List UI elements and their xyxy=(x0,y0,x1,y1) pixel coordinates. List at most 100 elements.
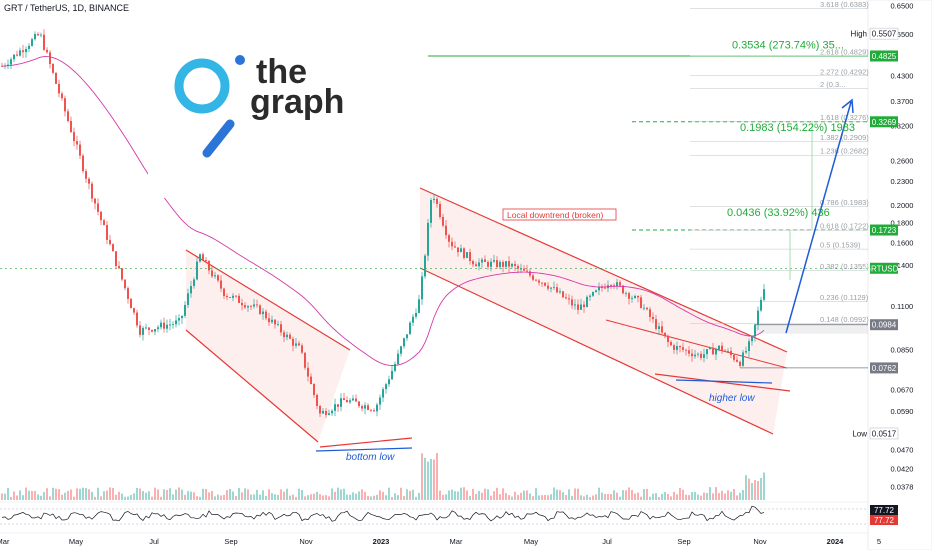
candle-body xyxy=(478,262,480,267)
candle-body xyxy=(550,287,552,289)
candle-body xyxy=(121,268,123,280)
volume-bar xyxy=(76,488,78,500)
candle-body xyxy=(664,332,666,337)
channel-left-top-line xyxy=(185,249,351,351)
candle-body xyxy=(388,379,390,385)
candle-body xyxy=(757,310,759,325)
volume-bar xyxy=(700,495,702,500)
candle-body xyxy=(55,72,57,84)
candle-body xyxy=(421,276,423,300)
volume-bar xyxy=(340,489,342,500)
volume-bar xyxy=(556,489,558,500)
volume-bar xyxy=(64,492,66,500)
candle-body xyxy=(745,350,747,353)
volume-bar xyxy=(718,493,720,500)
volume-bar xyxy=(469,495,471,500)
volume-bar xyxy=(352,492,354,500)
volume-group xyxy=(1,453,765,500)
candle-body xyxy=(256,304,258,306)
candle-body xyxy=(727,350,729,352)
candle-body xyxy=(220,280,222,289)
volume-bar xyxy=(40,495,42,500)
price-label-box-6 xyxy=(870,362,898,374)
volume-bar xyxy=(19,490,21,500)
candle-body xyxy=(661,326,663,333)
volume-bar xyxy=(310,494,312,500)
candles-group xyxy=(1,29,765,418)
candle-body xyxy=(214,275,216,277)
candle-body xyxy=(184,304,186,316)
volume-bar xyxy=(82,487,84,500)
volume-bar xyxy=(304,496,306,500)
volume-bar xyxy=(106,490,108,500)
volume-bar xyxy=(7,487,9,500)
candle-body xyxy=(364,405,366,409)
y-tick-7: 0.2000 xyxy=(891,201,914,210)
candle-body xyxy=(445,225,447,236)
volume-bar xyxy=(448,490,450,500)
volume-bar xyxy=(25,487,27,500)
candle-body xyxy=(370,409,372,411)
volume-bar xyxy=(73,496,75,500)
volume-bar xyxy=(418,492,420,500)
volume-bar xyxy=(526,490,528,500)
volume-bar xyxy=(154,487,156,500)
candle-body xyxy=(625,293,627,294)
candle-body xyxy=(460,248,462,253)
candle-body xyxy=(280,324,282,333)
candle-body xyxy=(352,398,354,401)
volume-bar xyxy=(580,495,582,500)
rsi-label-box-1 xyxy=(870,515,898,525)
volume-bar xyxy=(118,491,120,500)
candle-body xyxy=(481,259,483,263)
candle-body xyxy=(13,54,15,60)
volume-bar xyxy=(616,492,618,500)
candle-body xyxy=(277,324,279,325)
volume-bar xyxy=(442,494,444,500)
price-label-box-1 xyxy=(870,50,898,62)
y-tick-9: 0.1600 xyxy=(891,239,914,248)
fib-label-9: 0.5 (0.1539) xyxy=(820,241,861,250)
volume-bar xyxy=(316,491,318,500)
candle-body xyxy=(451,241,453,247)
candle-body xyxy=(658,326,660,330)
volume-bar xyxy=(586,494,588,500)
volume-bar xyxy=(391,496,393,500)
candle-body xyxy=(448,235,450,242)
y-tick-13: 0.0670 xyxy=(891,386,914,395)
volume-bar xyxy=(688,495,690,500)
gray-zone-0-0984 xyxy=(755,324,868,334)
candle-body xyxy=(763,289,765,300)
price-axis-panel xyxy=(867,0,932,550)
fib-label-12: 0.148 (0.0992) xyxy=(820,315,869,324)
candle-body xyxy=(556,287,558,293)
volume-bar xyxy=(250,494,252,500)
candle-body xyxy=(427,222,429,256)
volume-bar xyxy=(166,490,168,500)
volume-bar xyxy=(46,488,48,500)
volume-bar xyxy=(28,490,30,500)
volume-bar xyxy=(190,491,192,500)
volume-bar xyxy=(679,487,681,500)
volume-bar xyxy=(634,493,636,500)
volume-bar xyxy=(493,491,495,500)
candle-body xyxy=(160,322,162,328)
higher-low-label: higher low xyxy=(709,393,755,404)
candle-body xyxy=(337,404,339,407)
fib-label-0: 3.618 (0.6383) xyxy=(820,0,869,9)
candle-body xyxy=(169,324,171,326)
rsi-label-0: 77.72 xyxy=(874,506,895,515)
candle-body xyxy=(310,376,312,385)
volume-bar xyxy=(760,477,762,500)
volume-bar xyxy=(409,490,411,500)
candle-body xyxy=(655,319,657,330)
logo-word-graph: graph xyxy=(250,83,344,121)
volume-bar xyxy=(307,495,309,500)
volume-bar xyxy=(505,493,507,500)
candle-body xyxy=(433,198,435,200)
candle-body xyxy=(610,285,612,286)
logo-background xyxy=(148,28,348,198)
volume-bar xyxy=(400,487,402,500)
candle-body xyxy=(208,261,210,271)
